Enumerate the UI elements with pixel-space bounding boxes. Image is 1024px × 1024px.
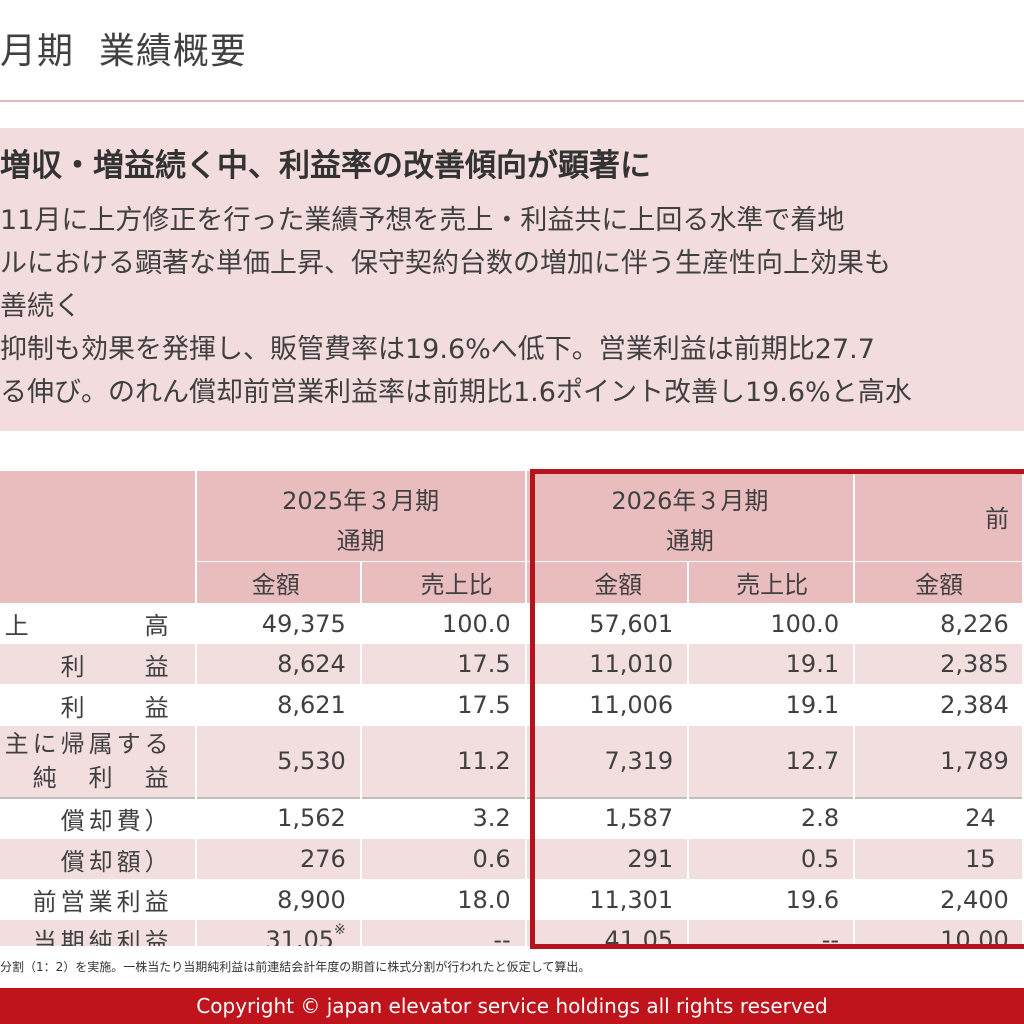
cell-amount-change: 1,789 (854, 725, 1024, 798)
table-row: 利 益 8,624 17.5 11,010 19.1 2,385 (0, 643, 1024, 685)
cell-ratio-2025: 17.5 (360, 643, 527, 685)
cell-ratio-2026: 12.7 (688, 725, 856, 798)
copyright-text: Copyright © japan elevator service holdi… (196, 994, 828, 1018)
results-table-wrap: 2025年３月期 通期 2026年３月期 通期 前 金額 売上比 金額 売上比 … (0, 471, 1024, 946)
cell-ratio-2026: 100.0 (688, 603, 856, 644)
cell-amount-2026: 11,010 (525, 643, 690, 685)
row-label-line-1: 主に帰属する (4, 730, 173, 759)
period-header-change: 前 (854, 471, 1024, 562)
period-header-2025: 2025年３月期 通期 (195, 471, 527, 562)
footnote-mark: ※ (334, 921, 346, 938)
footer-bar: Copyright © japan elevator service holdi… (0, 988, 1024, 1024)
cell-ratio-2026: 19.1 (688, 643, 856, 685)
table-row: 償却額） 276 0.6 291 0.5 15 (0, 838, 1024, 880)
summary-line-1: 11月に上方修正を行った業績予想を売上・利益共に上回る水準で着地 (0, 205, 845, 236)
table-row: 前営業利益 8,900 18.0 11,301 19.6 2,400 (0, 879, 1024, 920)
row-label: 当期純利益 (0, 919, 197, 946)
cell-ratio-2026: 0.5 (688, 838, 856, 880)
cell-ratio-2026: 19.6 (688, 879, 856, 920)
cell-amount-change: 10.00 (854, 919, 1024, 946)
cell-amount-change: 15 (854, 838, 1024, 880)
row-label: 主に帰属する 純 利 益 (0, 725, 197, 798)
cell-ratio-2025: 3.2 (360, 796, 527, 839)
cell-amount-change: 24 (854, 796, 1024, 839)
summary-headline: 増収・増益続く中、利益率の改善傾向が顕著に (0, 148, 651, 184)
summary-line-3: 善続く (0, 291, 81, 322)
row-label: 上 高 (0, 603, 197, 644)
col-header-ratio-2026: 売上比 (688, 561, 856, 604)
cell-ratio-2025: 100.0 (360, 603, 527, 644)
cell-ratio-2026: 2.8 (688, 796, 856, 839)
cell-amount-2025: 1,562 (195, 796, 362, 839)
cell-amount-change: 2,384 (854, 684, 1024, 726)
row-label: 償却額） (0, 838, 197, 880)
cell-amount-2026: 11,006 (525, 684, 690, 726)
col-header-amount-2026: 金額 (525, 561, 690, 604)
cell-ratio-2026: -- (688, 919, 856, 946)
cell-ratio-2025: 18.0 (360, 879, 527, 920)
cell-ratio-2026: 19.1 (688, 684, 856, 726)
cell-amount-2025: 49,375 (195, 603, 362, 644)
cell-amount-2025: 5,530 (195, 725, 362, 798)
period-sub-2026: 通期 (665, 527, 714, 555)
period-label-2026: 2026年３月期 (611, 487, 769, 515)
summary-line-4: 抑制も効果を発揮し、販管費率は19.6%へ低下。営業利益は前期比27.7 (0, 334, 875, 365)
cell-ratio-2025: -- (360, 919, 527, 946)
results-table: 2025年３月期 通期 2026年３月期 通期 前 金額 売上比 金額 売上比 … (0, 471, 1024, 946)
row-label: 償却費） (0, 796, 197, 839)
eps-value-2025: 31.05 (265, 925, 335, 947)
row-label: 前営業利益 (0, 879, 197, 920)
cell-amount-2026: 57,601 (525, 603, 690, 644)
col-header-amount-2025: 金額 (195, 561, 362, 604)
cell-amount-2026: 1,587 (525, 796, 690, 839)
cell-amount-2025: 276 (195, 838, 362, 880)
table-row: 主に帰属する 純 利 益 5,530 11.2 7,319 12.7 1,789 (0, 725, 1024, 798)
row-label-line-2: 純 利 益 (32, 764, 173, 793)
period-sub-2025: 通期 (336, 527, 385, 555)
cell-amount-2025: 8,900 (195, 879, 362, 920)
cell-amount-2025: 8,621 (195, 684, 362, 726)
header-label-cell (0, 471, 197, 604)
cell-amount-2026: 11,301 (525, 879, 690, 920)
cell-amount-change: 2,385 (854, 643, 1024, 685)
cell-amount-change: 2,400 (854, 879, 1024, 920)
row-label: 利 益 (0, 684, 197, 726)
cell-ratio-2025: 11.2 (360, 725, 527, 798)
footnote: 分割（1：2）を実施。一株当たり当期純利益は前連結会計年度の期首に株式分割が行わ… (0, 960, 591, 974)
table-row: 上 高 49,375 100.0 57,601 100.0 8,226 (0, 603, 1024, 644)
cell-amount-2025: 31.05※ (195, 919, 362, 947)
title-divider (0, 100, 1024, 102)
row-label: 利 益 (0, 643, 197, 685)
period-header-2026: 2026年３月期 通期 (525, 471, 856, 562)
summary-line-5: る伸び。のれん償却前営業利益率は前期比1.6ポイント改善し19.6%と高水 (0, 377, 912, 408)
cell-ratio-2025: 0.6 (360, 838, 527, 880)
table-row: 償却費） 1,562 3.2 1,587 2.8 24 (0, 796, 1024, 839)
summary-line-2: ルにおける顕著な単価上昇、保守契約台数の増加に伴う生産性向上効果も (0, 248, 891, 279)
page-title: 月期 業績概要 (0, 31, 247, 72)
col-header-ratio-2025: 売上比 (360, 561, 527, 604)
cell-amount-change: 8,226 (854, 603, 1024, 644)
col-header-amount-change: 金額 (854, 561, 1024, 604)
summary-box: 増収・増益続く中、利益率の改善傾向が顕著に 11月に上方修正を行った業績予想を売… (0, 128, 1024, 431)
cell-amount-2026: 41.05 (525, 919, 690, 946)
period-label-2025: 2025年３月期 (282, 487, 440, 515)
table-row: 利 益 8,621 17.5 11,006 19.1 2,384 (0, 684, 1024, 726)
cell-amount-2025: 8,624 (195, 643, 362, 685)
table-row: 当期純利益 31.05※ -- 41.05 -- 10.00 (0, 919, 1024, 947)
cell-amount-2026: 291 (525, 838, 690, 880)
cell-ratio-2025: 17.5 (360, 684, 527, 726)
cell-amount-2026: 7,319 (525, 725, 690, 798)
